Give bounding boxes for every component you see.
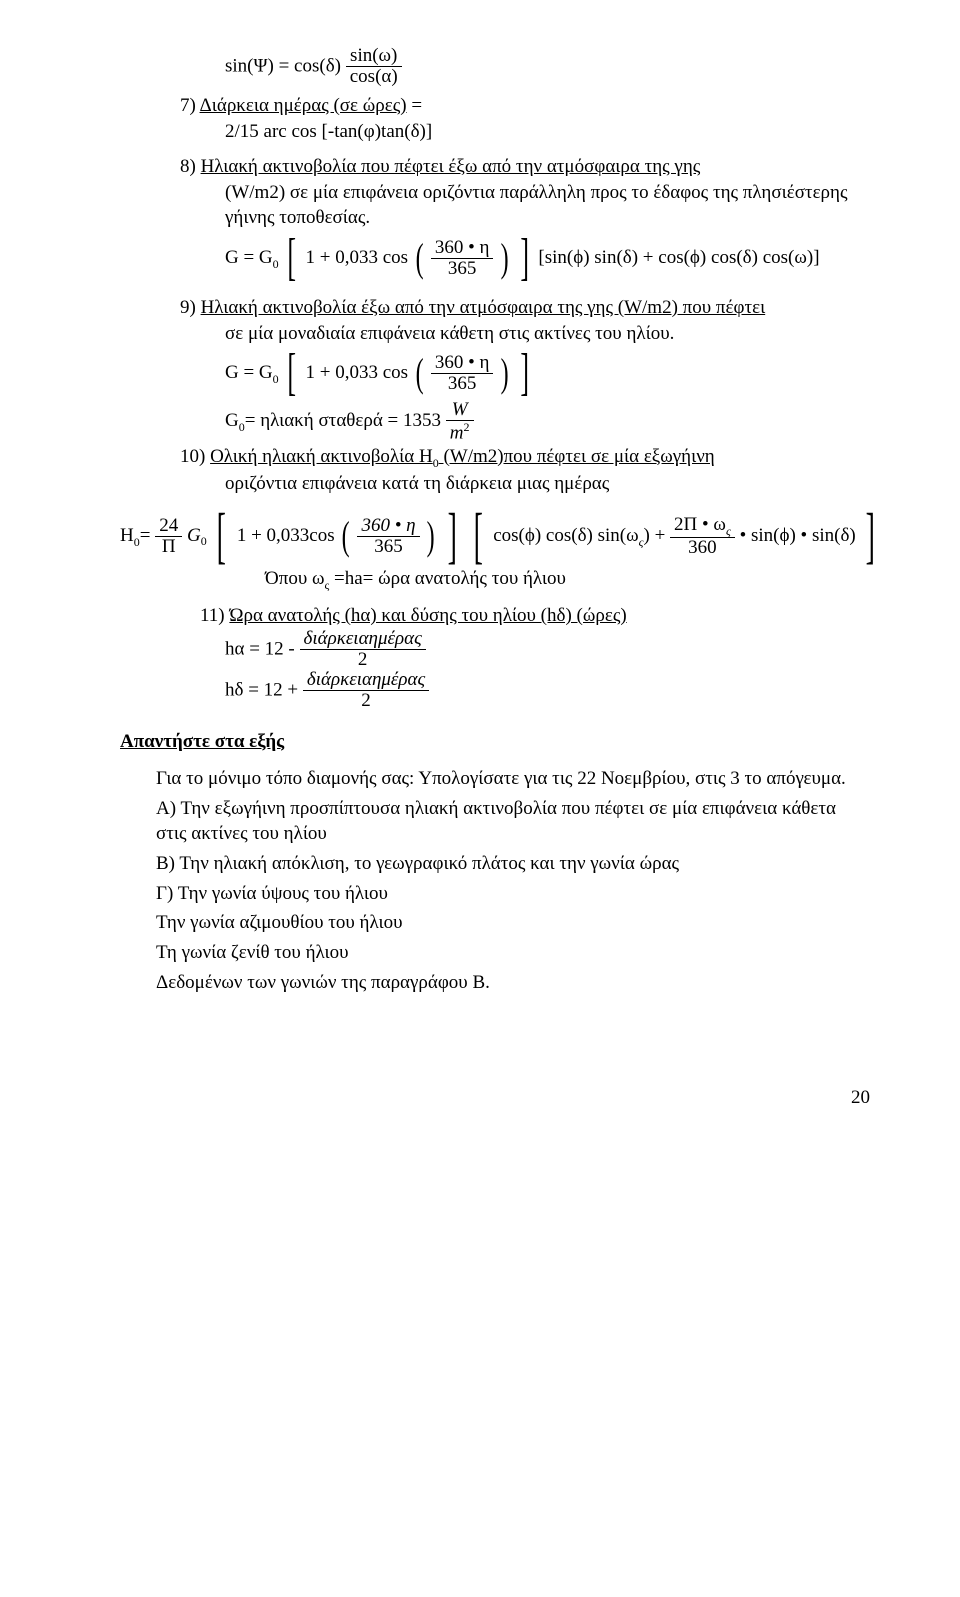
para-A-text: Α) Την εξωγήινη προσπίπτουσα ηλιακή ακτι… xyxy=(156,796,870,847)
item9-title: Ηλιακή ακτινοβολία έξω από την ατμόσφαιρ… xyxy=(201,297,766,318)
hd-den: 2 xyxy=(303,691,429,711)
item10-mida2: ) + xyxy=(644,525,666,546)
frac2-num-a: 2Π • ω xyxy=(674,514,726,535)
item10-label: 10) xyxy=(180,446,205,467)
item8-eq-sub: 0 xyxy=(273,256,279,270)
para-C4: Δεδομένων των γωνιών της παραγράφου Β. xyxy=(156,970,870,996)
item8-title: Ηλιακή ακτινοβολία που πέφτει έξω από τη… xyxy=(201,156,701,177)
g0-frac: W m2 xyxy=(446,400,474,443)
g0-frac-num: W xyxy=(446,400,474,421)
ha-frac: διάρκειαημέρας 2 xyxy=(300,629,426,670)
item10-frac1-num: 360 • η xyxy=(357,516,419,537)
where-a: Όπου ω xyxy=(265,568,324,589)
item11-ha: hα = 12 - διάρκειαημέρας 2 xyxy=(225,629,870,670)
page-number: 20 xyxy=(120,1085,870,1111)
item9-eq-lhs: G = G xyxy=(225,362,273,383)
item8-label: 8) xyxy=(180,156,196,177)
ha-den: 2 xyxy=(300,650,426,670)
item10-coef: 1 + 0,033cos xyxy=(237,525,335,546)
answer-header: Απαντήστε στα εξής xyxy=(120,729,870,755)
eq-frac-den: cos(α) xyxy=(346,67,402,87)
G0-sub: 0 xyxy=(201,534,207,548)
item9-coef: 1 + 0,033 cos xyxy=(306,363,409,384)
item8-frac-den: 365 xyxy=(431,259,494,279)
eq-lhs: sin(Ψ) = cos(δ) xyxy=(225,56,341,77)
item10-frac2: 2Π • ως 360 xyxy=(670,515,735,558)
para-C: Γ) Την γωνία ύψους του ήλιου xyxy=(156,881,870,907)
item9-eq-sub: 0 xyxy=(273,372,279,386)
para-C2: Την γωνία αζιμουθίου του ήλιου xyxy=(156,910,870,936)
item11-label: 11) xyxy=(200,605,225,626)
eq-frac: sin(ω) cos(α) xyxy=(346,46,402,87)
item8-rest: (W/m2) σε μία επιφάνεια οριζόντια παράλλ… xyxy=(225,180,870,231)
item8-trig: sin(ϕ) sin(δ) + cos(ϕ) cos(δ) cos(ω) xyxy=(545,247,813,268)
item8-coef: 1 + 0,033 cos xyxy=(306,247,409,268)
g0-a: G xyxy=(225,410,239,431)
pre-den: Π xyxy=(155,537,182,557)
frac2-num-sub: ς xyxy=(726,523,731,537)
g0-b: = ηλιακή σταθερά = 1353 xyxy=(245,410,446,431)
item8-frac: 360 • η 365 xyxy=(431,238,494,279)
item10-tail: • sin(ϕ) • sin(δ) xyxy=(740,525,856,546)
eq-frac-num: sin(ω) xyxy=(346,46,402,67)
item11-title: Ώρα ανατολής (hα) και δύσης του ηλίου (h… xyxy=(229,605,626,626)
ha-lhs: hα = 12 - xyxy=(225,638,300,659)
para-1: Για το μόνιμο τόπο διαμονής σας: Υπολογί… xyxy=(120,766,870,792)
item9-g0: G0= ηλιακή σταθερά = 1353 W m2 xyxy=(225,400,870,443)
item10-equation: Η0= 24 Π G0 [ 1 + 0,033cos ( 360 • η 365… xyxy=(120,512,870,560)
item8-frac-num: 360 • η xyxy=(431,238,494,259)
pre-frac: 24 Π xyxy=(155,516,182,557)
item8-equation: G = G0 [ 1 + 0,033 cos ( 360 • η 365 ) ]… xyxy=(225,237,870,279)
item10-title-b: (W/m2)που πέφτει σε μία εξωγήινη xyxy=(439,446,715,467)
item-11: 11) Ώρα ανατολής (hα) και δύσης του ηλίο… xyxy=(200,603,870,629)
para-B: Β) Την ηλιακή απόκλιση, το γεωγραφικό πλ… xyxy=(156,851,870,877)
item-7: 7) Διάρκεια ημέρας (σε ώρες) = xyxy=(180,93,870,119)
item-8: 8) Ηλιακή ακτινοβολία που πέφτει έξω από… xyxy=(180,154,870,180)
hd-frac: διάρκειαημέρας 2 xyxy=(303,670,429,711)
item10-frac1-den: 365 xyxy=(357,537,419,557)
g0-frac-den-sup: 2 xyxy=(464,420,470,434)
where-b: =ha= ώρα ανατολής του ήλιου xyxy=(329,568,566,589)
item9-label: 9) xyxy=(180,297,196,318)
para-A: Α) Την εξωγήινη προσπίπτουσα ηλιακή ακτι… xyxy=(156,796,870,847)
H-lhs: Η xyxy=(120,525,134,546)
ha-num: διάρκειαημέρας xyxy=(300,629,426,650)
item9-frac: 360 • η 365 xyxy=(431,353,494,394)
item9-frac-den: 365 xyxy=(431,374,494,394)
hd-lhs: hδ = 12 + xyxy=(225,679,303,700)
item9-frac-num: 360 • η xyxy=(431,353,494,374)
frac2-den: 360 xyxy=(670,538,735,558)
item8-eq-lhs: G = G xyxy=(225,247,273,268)
hd-num: διάρκειαημέρας xyxy=(303,670,429,691)
item7-title-rest: = xyxy=(407,95,422,116)
pre-num: 24 xyxy=(155,516,182,537)
item7-line2: 2/15 arc cos [-tan(φ)tan(δ)] xyxy=(225,119,870,145)
item10-title-a: Ολική ηλιακή ακτινοβολία Η xyxy=(210,446,433,467)
H-sub: 0 xyxy=(134,534,140,548)
equation-sin-psi: sin(Ψ) = cos(δ) sin(ω) cos(α) xyxy=(225,46,870,87)
G0: G xyxy=(187,525,201,546)
item7-label: 7) xyxy=(180,95,196,116)
item10-where: Όπου ως =ha= ώρα ανατολής του ήλιου xyxy=(265,566,870,593)
item-9: 9) Ηλιακή ακτινοβολία έξω από την ατμόσφ… xyxy=(180,295,870,321)
item10-frac1: 360 • η 365 xyxy=(357,516,419,557)
item10-rest: οριζόντια επιφάνεια κατά τη διάρκεια μια… xyxy=(225,471,870,497)
item9-equation: G = G0 [ 1 + 0,033 cos ( 360 • η 365 ) ] xyxy=(225,352,870,394)
item9-rest: σε μία μοναδιαία επιφάνεια κάθετη στις α… xyxy=(225,321,870,347)
g0-frac-den-m: m xyxy=(450,423,464,444)
item7-title: Διάρκεια ημέρας (σε ώρες) xyxy=(200,95,407,116)
para-C3: Τη γωνία ζενίθ του ήλιου xyxy=(156,940,870,966)
item10-mida: cos(ϕ) cos(δ) sin(ω xyxy=(493,525,638,546)
item11-hd: hδ = 12 + διάρκειαημέρας 2 xyxy=(225,670,870,711)
item-10: 10) Ολική ηλιακή ακτινοβολία Η0 (W/m2)πο… xyxy=(180,444,870,471)
